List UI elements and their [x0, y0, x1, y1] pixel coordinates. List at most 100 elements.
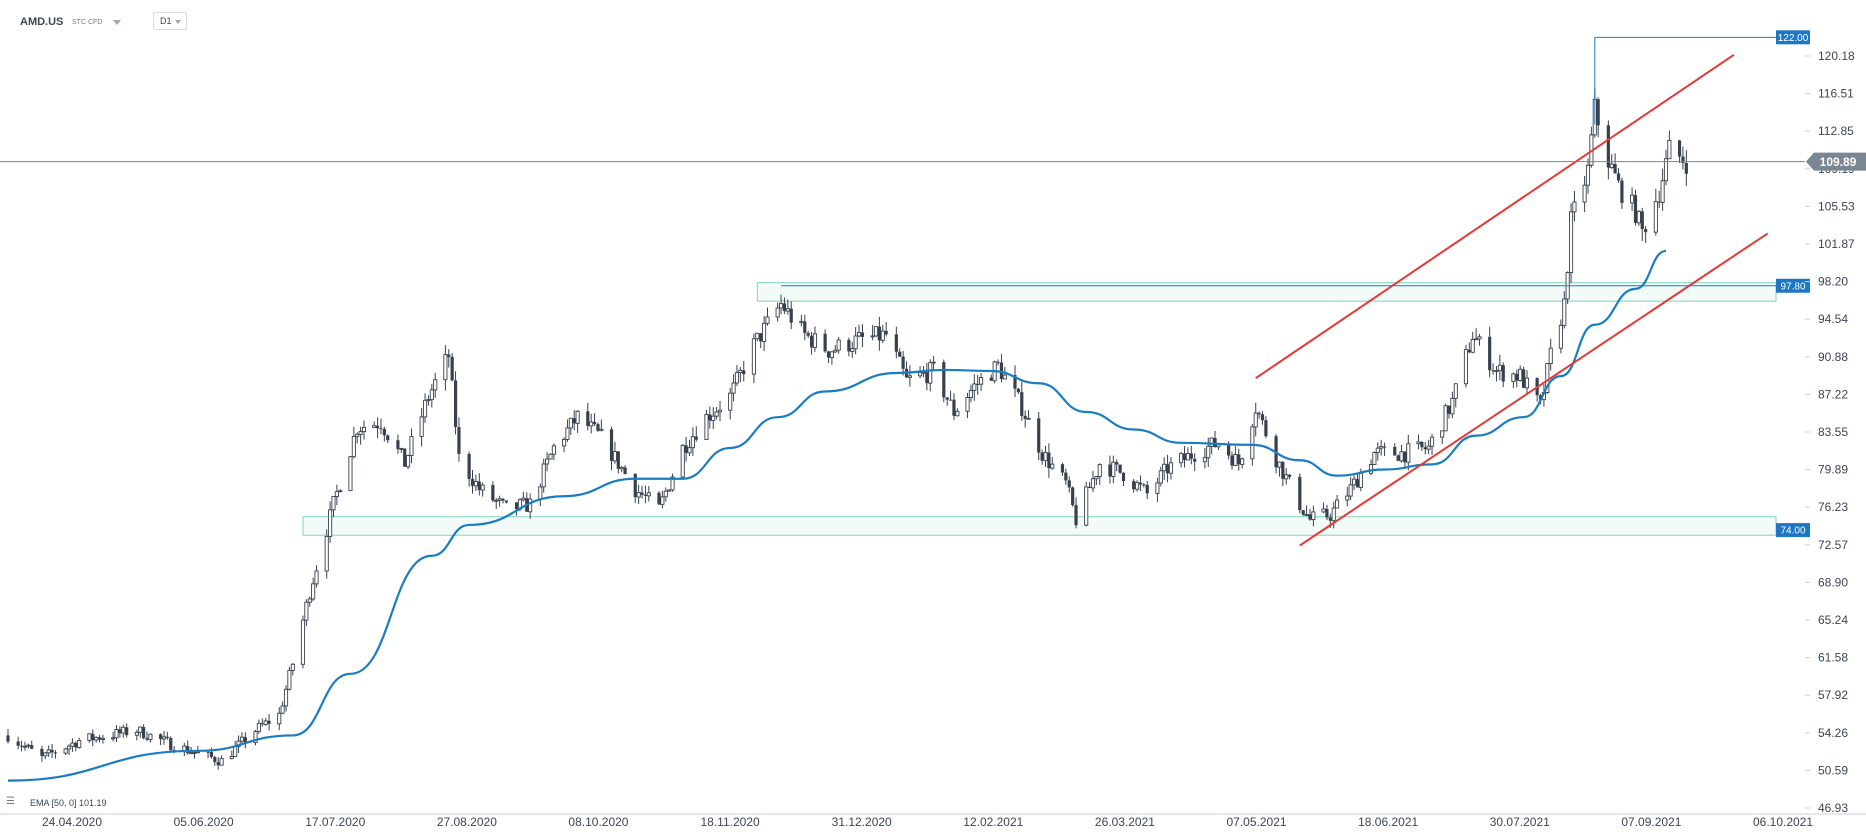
candle-body: [979, 377, 984, 385]
candle-body: [1596, 99, 1600, 126]
level-badge-2: [1776, 523, 1810, 538]
candle-145: [694, 426, 698, 442]
candle-232: [1111, 455, 1116, 484]
candle-body: [633, 473, 637, 498]
candle-body: [1440, 430, 1445, 438]
candle-body: [847, 339, 851, 352]
candle-84: [406, 454, 411, 470]
candle-159: [762, 316, 767, 352]
candle-220: [1050, 457, 1055, 470]
candle-271: [1298, 473, 1302, 514]
candle-body: [372, 425, 377, 428]
candle-224: [1071, 486, 1075, 507]
candle-body: [1558, 324, 1563, 349]
candle-128: [616, 451, 620, 474]
candle-175: [836, 336, 841, 354]
candle-62: [304, 599, 309, 627]
candlesticks: [6, 88, 1688, 770]
candle-186: [894, 326, 898, 359]
candle-body: [541, 463, 546, 488]
candle-124: [596, 422, 600, 432]
candle-body: [1447, 405, 1451, 414]
indicator-menu-icon[interactable]: ☰: [6, 796, 15, 807]
candle-29: [145, 731, 149, 742]
candle-150: [717, 400, 723, 422]
candle-body: [521, 497, 526, 501]
candle-237: [1135, 480, 1140, 492]
candle-body: [111, 737, 116, 740]
candle-287: [1372, 451, 1377, 465]
candle-155: [742, 361, 746, 382]
candle-body: [216, 762, 220, 766]
candle-body: [324, 536, 329, 572]
candle-250: [1193, 453, 1197, 471]
candle-body: [836, 339, 841, 351]
candle-body: [311, 583, 316, 600]
candle-119: [572, 410, 576, 431]
candle-217: [1040, 449, 1044, 465]
candle-211: [1013, 365, 1017, 398]
candle-body: [850, 348, 855, 352]
y-tick-label-18: 54.26: [1818, 726, 1848, 740]
candle-32: [161, 730, 167, 745]
candle-body: [409, 435, 414, 456]
level-badge-label-1: 97.80: [1780, 281, 1805, 292]
candle-321: [1535, 377, 1539, 402]
candle-193: [925, 362, 929, 391]
candle-80: [386, 434, 390, 444]
candle-117: [565, 419, 570, 442]
candle-258: [1233, 446, 1238, 466]
candle-63: [307, 596, 312, 607]
candle-body: [403, 448, 407, 467]
candle-body: [1074, 505, 1078, 526]
y-tick-label-10: 83.55: [1818, 425, 1848, 439]
candle-74: [358, 426, 363, 445]
candle-123: [592, 413, 597, 427]
candle-254: [1213, 430, 1217, 448]
candle-body: [616, 451, 620, 469]
candle-134: [643, 485, 648, 504]
timeframe-select[interactable]: D1: [153, 12, 187, 30]
candle-body: [1108, 464, 1112, 477]
candle-348: [1660, 168, 1665, 211]
candle-199: [952, 393, 956, 421]
candle-101: [491, 481, 495, 503]
candle-body: [619, 466, 624, 470]
candle-body: [880, 330, 885, 341]
candle-body: [351, 436, 356, 458]
candle-body: [219, 758, 224, 766]
candle-body: [1501, 365, 1505, 382]
candle-body: [785, 308, 790, 312]
candle-body: [968, 390, 973, 398]
candle-body: [667, 489, 672, 492]
candle-89: [429, 383, 434, 408]
candle-166: [799, 314, 804, 327]
candle-72: [351, 426, 356, 459]
candle-body: [419, 416, 424, 437]
candle-13: [70, 738, 75, 752]
candle-body: [734, 372, 740, 384]
candle-body: [338, 490, 343, 493]
candle-330: [1572, 191, 1577, 222]
candle-60: [290, 663, 295, 676]
instrument-dropdown-arrow-icon[interactable]: [113, 20, 121, 25]
candle-216: [1037, 412, 1041, 461]
candle-222: [1064, 468, 1068, 485]
candle-248: [1185, 447, 1190, 461]
candle-body: [1677, 140, 1682, 157]
candle-body: [1399, 451, 1404, 462]
candle-body: [829, 351, 834, 359]
candle-body: [334, 491, 339, 497]
candle-body: [1406, 443, 1411, 463]
candle-body: [497, 498, 502, 501]
candle-24: [121, 724, 126, 738]
candle-body: [399, 448, 404, 450]
candle-body: [976, 383, 980, 385]
candle-252: [1206, 437, 1211, 467]
candle-body: [1375, 447, 1380, 453]
candle-297: [1420, 441, 1424, 451]
candle-9: [50, 743, 54, 759]
candle-221: [1060, 462, 1065, 476]
instrument-symbol[interactable]: AMD.US: [20, 16, 64, 28]
